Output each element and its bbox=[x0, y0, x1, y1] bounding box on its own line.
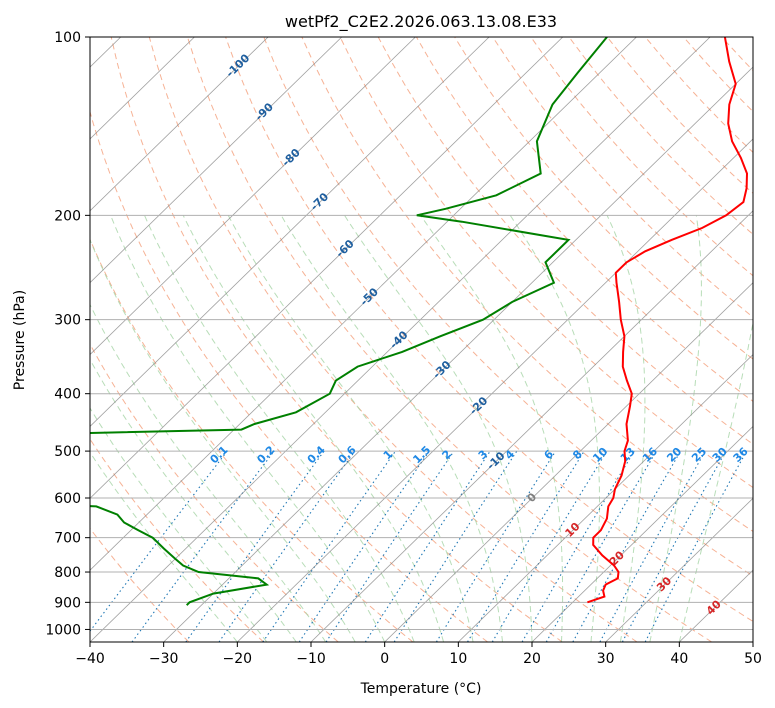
chart-title: wetPf2_C2E2.2026.063.13.08.E33 bbox=[285, 12, 557, 32]
moist-adiabat-line bbox=[90, 407, 268, 642]
isotherm-line bbox=[310, 210, 753, 642]
mixing-ratio-line bbox=[90, 450, 228, 632]
isotherm-line bbox=[237, 138, 753, 642]
x-tick-label: −20 bbox=[223, 651, 253, 667]
dry-adiabat-line bbox=[225, 37, 753, 623]
isotherm-line bbox=[90, 37, 490, 427]
isotherm-line bbox=[90, 37, 343, 284]
x-tick-label: 50 bbox=[744, 651, 762, 667]
dry-adiabat-line bbox=[110, 37, 563, 642]
y-tick-label: 900 bbox=[54, 595, 81, 611]
mixing-ratio-line bbox=[325, 450, 455, 642]
mixing-ratio-line bbox=[298, 450, 430, 642]
isotherms bbox=[90, 37, 753, 642]
x-tick-label: −40 bbox=[75, 651, 105, 667]
moist-adiabat-line bbox=[90, 303, 327, 642]
plot-area: -100-90-80-70-60-50-40-30-20-10010203040… bbox=[90, 37, 753, 642]
y-tick-label: 800 bbox=[54, 565, 81, 581]
mixing-ratio-line bbox=[644, 450, 748, 642]
y-tick-label: 400 bbox=[54, 387, 81, 403]
mixing-ratio-line bbox=[435, 450, 557, 642]
isotherm-line bbox=[90, 37, 269, 212]
plot-frame bbox=[89, 36, 754, 643]
dry-adiabat-line bbox=[415, 37, 753, 402]
dry-adiabat-line bbox=[339, 37, 753, 489]
moist-adiabat-line bbox=[144, 215, 415, 642]
isotherm-line bbox=[90, 37, 711, 642]
moist-adiabat-line bbox=[90, 238, 356, 642]
y-tick-label: 600 bbox=[54, 491, 81, 507]
moist-adiabat-line bbox=[90, 451, 238, 642]
moist-adiabat-line bbox=[90, 358, 297, 642]
mixing-ratio-line bbox=[467, 450, 585, 642]
x-tick-label: 10 bbox=[449, 651, 467, 667]
isotherm-line bbox=[90, 37, 195, 140]
mixing-ratio-line bbox=[262, 450, 396, 642]
isotherm-line bbox=[531, 425, 753, 642]
x-axis-label: Temperature (°C) bbox=[360, 681, 482, 697]
dry-adiabats bbox=[90, 37, 753, 642]
dry-adiabat-line bbox=[90, 110, 488, 642]
moist-adiabat-line bbox=[227, 215, 474, 642]
y-tick-label: 500 bbox=[54, 444, 81, 460]
moist-adiabat-line bbox=[182, 215, 445, 642]
mixing-ratio-line bbox=[621, 450, 727, 642]
y-tick-label: 200 bbox=[54, 208, 81, 224]
isotherm-line bbox=[90, 37, 637, 571]
isotherm-line bbox=[90, 37, 564, 499]
dry-adiabat-line bbox=[148, 37, 638, 642]
x-axis: −40 −30 −20 −10 0 10 20 30 40 50 bbox=[75, 642, 762, 667]
moist-adiabat-line bbox=[649, 215, 702, 642]
mixing-ratio-line bbox=[521, 450, 635, 642]
x-tick-label: 40 bbox=[670, 651, 688, 667]
moist-adiabat-line bbox=[420, 215, 564, 642]
dry-adiabat-line bbox=[90, 438, 264, 642]
moist-adiabat-line bbox=[606, 215, 646, 642]
dry-adiabat-line bbox=[187, 37, 712, 642]
moist-adiabats bbox=[90, 215, 753, 642]
isotherm-line bbox=[163, 66, 753, 642]
y-tick-label: 700 bbox=[54, 531, 81, 547]
dry-adiabat-line bbox=[454, 37, 753, 360]
isotherm-line bbox=[90, 37, 416, 356]
dewpoint-profile bbox=[90, 37, 608, 606]
x-tick-label: −30 bbox=[149, 651, 179, 667]
y-axis-label: Pressure (hPa) bbox=[12, 290, 28, 390]
moist-adiabat-line bbox=[110, 215, 386, 642]
isotherm-line bbox=[458, 353, 753, 642]
y-tick-label: 100 bbox=[54, 30, 81, 46]
moist-adiabat-line bbox=[344, 215, 533, 642]
x-tick-label: −10 bbox=[296, 651, 326, 667]
y-tick-label: 1000 bbox=[45, 622, 81, 638]
isotherm-line bbox=[605, 497, 753, 642]
y-axis: 100 200 300 400 500 600 700 800 900 1000 bbox=[45, 30, 90, 638]
x-tick-label: 20 bbox=[523, 651, 541, 667]
y-tick-label: 300 bbox=[54, 313, 81, 329]
moist-adiabat-line bbox=[280, 215, 503, 642]
x-tick-label: 0 bbox=[380, 651, 389, 667]
isotherm-line bbox=[384, 282, 753, 642]
dry-adiabat-line bbox=[492, 37, 753, 318]
mixing-ratio-line bbox=[364, 450, 491, 642]
pressure-gridlines bbox=[90, 37, 753, 630]
dry-adiabat-line bbox=[377, 37, 753, 445]
x-tick-label: 30 bbox=[597, 651, 615, 667]
dry-adiabat-line bbox=[263, 37, 753, 577]
mixing-ratio-line bbox=[218, 450, 356, 642]
temperature-profile bbox=[587, 37, 749, 604]
